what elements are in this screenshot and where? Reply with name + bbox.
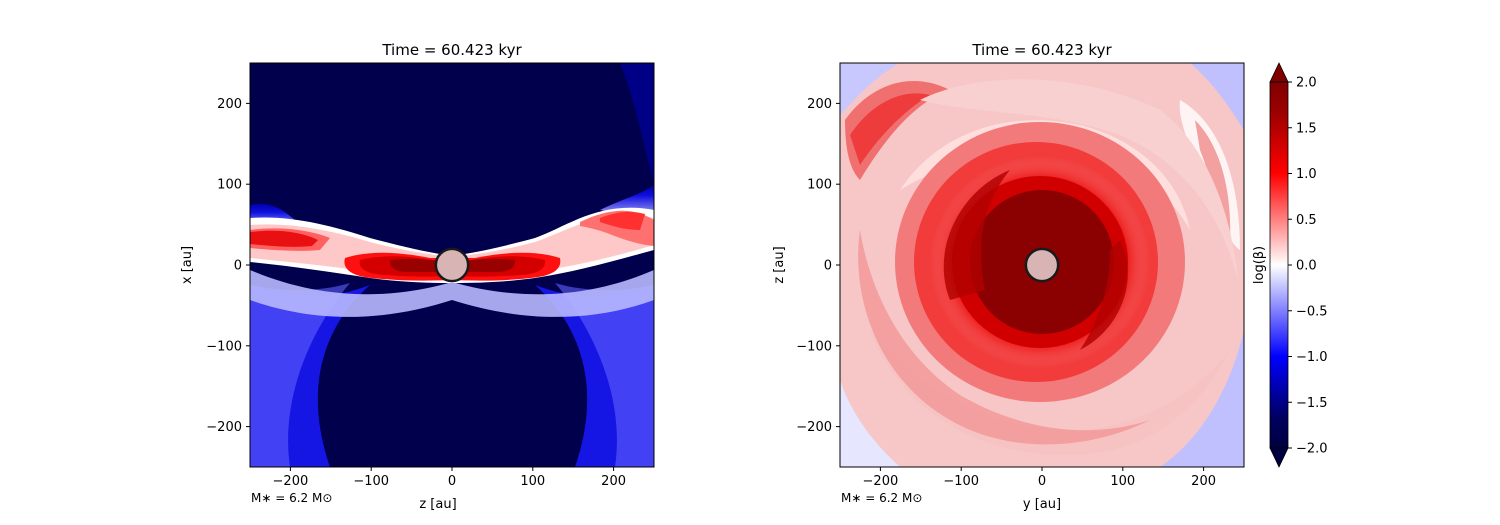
right-xtick-label: 0 bbox=[1038, 474, 1046, 489]
right-xtick-label: 100 bbox=[1110, 474, 1135, 489]
left-ytick-label: 200 bbox=[217, 97, 242, 112]
right-ytick-label: −200 bbox=[796, 420, 832, 435]
colorbar-max-extend bbox=[1269, 62, 1289, 83]
left-mass-annotation: M∗ = 6.2 M⊙ bbox=[251, 491, 332, 505]
colorbar-min-extend bbox=[1269, 447, 1289, 468]
colorbar-tick-label: 1.0 bbox=[1296, 167, 1317, 182]
colorbar-ticks: −2.0 −1.5 −1.0 −0.5 0.0 0.5 1.0 1.5 2.0 bbox=[1288, 76, 1328, 457]
right-ytick-label: −100 bbox=[796, 339, 832, 354]
right-sink-particle bbox=[1024, 247, 1060, 283]
left-xtick-label: 0 bbox=[448, 474, 456, 489]
left-xtick-label: −100 bbox=[353, 474, 389, 489]
right-panel: Time = 60.423 kyr bbox=[772, 41, 1245, 512]
colorbar-tick-label: −2.0 bbox=[1296, 442, 1328, 457]
right-mass-annotation: M∗ = 6.2 M⊙ bbox=[841, 491, 922, 505]
colorbar-tick-label: 2.0 bbox=[1296, 76, 1317, 91]
colorbar-tick-label: −1.0 bbox=[1296, 350, 1328, 365]
left-ytick-label: −100 bbox=[206, 339, 242, 354]
left-lower-blue-wings bbox=[250, 270, 654, 467]
left-ytick-label: 100 bbox=[217, 178, 242, 193]
colorbar-tick-label: 1.5 bbox=[1296, 121, 1317, 136]
left-ytick-label: 0 bbox=[234, 259, 242, 274]
right-ytick-label: 200 bbox=[807, 97, 832, 112]
colorbar-tick-label: −0.5 bbox=[1296, 304, 1328, 319]
left-xtick-label: 100 bbox=[520, 474, 545, 489]
right-xlabel: y [au] bbox=[1023, 497, 1061, 512]
right-xtick-label: 200 bbox=[1191, 474, 1216, 489]
left-sink-particle bbox=[434, 247, 470, 283]
left-heatmap bbox=[250, 63, 654, 467]
colorbar-tick-label: 0.5 bbox=[1296, 213, 1317, 228]
right-ytick-label: 100 bbox=[807, 178, 832, 193]
right-xtick-label: −100 bbox=[943, 474, 979, 489]
right-ytick-label: 0 bbox=[824, 259, 832, 274]
left-xlabel: z [au] bbox=[419, 497, 456, 512]
colorbar-gradient bbox=[1269, 81, 1289, 449]
left-ticks: −200 −100 0 100 200 −200 −100 0 100 200 bbox=[206, 97, 626, 489]
left-ytick-label: −200 bbox=[206, 420, 242, 435]
colorbar-tick-label: −1.5 bbox=[1296, 396, 1328, 411]
colorbar-label: log(β) bbox=[1252, 246, 1267, 284]
left-panel: Time = 60.423 kyr bbox=[180, 41, 655, 512]
left-xtick-label: −200 bbox=[273, 474, 309, 489]
colorbar-tick-label: 0.0 bbox=[1296, 259, 1317, 274]
left-xtick-label: 200 bbox=[601, 474, 626, 489]
left-ylabel: x [au] bbox=[180, 246, 195, 284]
right-xtick-label: −200 bbox=[863, 474, 899, 489]
right-title: Time = 60.423 kyr bbox=[971, 41, 1112, 59]
right-ylabel: z [au] bbox=[772, 246, 787, 283]
left-title: Time = 60.423 kyr bbox=[381, 41, 522, 59]
colorbar: −2.0 −1.5 −1.0 −0.5 0.0 0.5 1.0 1.5 2.0 log(β) bbox=[1252, 62, 1328, 468]
right-ticks: −200 −100 0 100 200 −200 −100 0 100 200 bbox=[796, 97, 1216, 489]
